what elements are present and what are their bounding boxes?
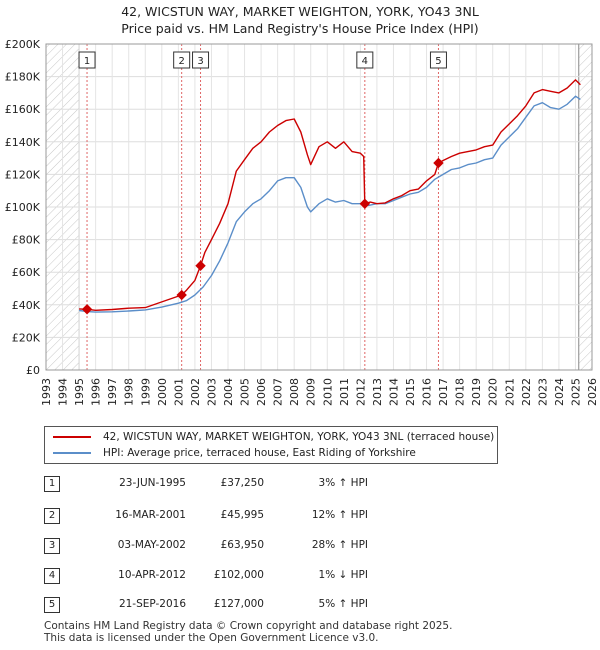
transaction-price: £45,995 [220,509,264,521]
x-tick-label: 2009 [305,378,318,406]
sale-number-label: 4 [362,56,368,67]
table-row: 1 23-JUN-1995 £37,250 3% ↑ HPI [44,476,584,494]
sale-number-box [192,51,210,69]
chart-subtitle: Price paid vs. HM Land Registry's House … [121,21,479,36]
transaction-date: 16-MAR-2001 [115,509,186,521]
x-tick-label: 2021 [503,378,516,406]
x-tick-label: 2000 [156,378,169,406]
x-tick-label: 2006 [255,378,268,406]
transaction-hpi: 28% ↑ HPI [311,539,368,551]
legend-swatch-hpi [53,452,91,454]
sale-point [195,260,206,271]
transaction-price: £127,000 [213,598,264,610]
y-tick-label: £180K [5,71,41,84]
sale-point [81,304,93,315]
sale-number-box [173,51,191,69]
x-tick-label: 2012 [354,378,367,406]
transaction-date: 21-SEP-2016 [118,598,186,610]
x-tick-label: 2025 [569,378,582,406]
table-row: 5 21-SEP-2016 £127,000 5% ↑ HPI [44,597,584,615]
y-tick-label: £0 [26,364,40,377]
sale-point [176,289,187,301]
y-tick-label: £60K [12,266,41,279]
transaction-number: 4 [44,568,60,584]
x-tick-label: 2016 [421,378,434,406]
legend-item-property: 42, WICSTUN WAY, MARKET WEIGHTON, YORK, … [53,429,494,445]
x-tick-label: 2014 [387,378,400,406]
transaction-price: £102,000 [213,569,264,581]
transaction-date: 03-MAY-2002 [117,539,186,551]
x-tick-label: 1995 [73,378,86,406]
x-tick-label: 1999 [139,378,152,406]
x-tick-label: 2003 [205,378,218,406]
transaction-hpi: 5% ↑ HPI [318,598,368,610]
y-tick-label: £100K [5,201,41,214]
x-tick-label: 2008 [288,378,301,406]
sale-number-label: 3 [197,56,203,67]
price-chart: 1 2 3 4 5 £0 £20K £40K £60K £80K £100K £120K £140K £… [5,38,599,406]
legend-item-hpi: HPI: Average price, terraced house, East… [53,445,416,461]
x-tick-label: 2018 [454,378,467,406]
y-tick-label: £40K [12,299,41,312]
table-row: 3 03-MAY-2002 £63,950 28% ↑ HPI [44,538,584,556]
transaction-hpi: 12% ↑ HPI [311,509,368,521]
y-tick-label: £80K [12,234,41,247]
chart-title: 42, WICSTUN WAY, MARKET WEIGHTON, YORK, … [121,4,479,19]
transaction-hpi: 3% ↑ HPI [318,477,368,489]
transaction-price: £63,950 [220,539,264,551]
y-tick-label: £160K [5,103,41,116]
sale-number-label: 2 [178,56,184,67]
transaction-date: 23-JUN-1995 [119,477,186,489]
x-tick-label: 2015 [404,378,417,406]
transaction-number: 2 [44,508,60,524]
x-tick-label: 2024 [553,378,566,406]
x-tick-label: 2013 [371,378,384,406]
transaction-number: 3 [44,538,60,554]
x-tick-label: 2020 [487,378,500,406]
x-tick-label: 2005 [239,378,252,406]
sale-point [433,157,444,169]
x-tick-label: 2007 [272,378,285,406]
y-tick-label: £140K [5,136,41,149]
x-tick-label: 2001 [172,378,185,406]
transaction-date: 10-APR-2012 [118,569,186,581]
x-tick-label: 2011 [338,378,351,406]
transaction-number: 5 [44,597,60,613]
sale-number-box [356,51,374,69]
y-tick-label: £120K [5,168,41,181]
x-tick-label: 2026 [586,378,599,406]
transaction-price: £37,250 [220,477,264,489]
table-row: 2 16-MAR-2001 £45,995 12% ↑ HPI [44,508,584,526]
hpi-series-line [79,95,581,313]
y-tick-label: £200K [5,38,41,51]
x-tick-label: 2017 [437,378,450,406]
x-tick-label: 2010 [321,378,334,406]
x-tick-label: 1996 [90,378,103,406]
footer-licence: This data is licensed under the Open Gov… [44,632,379,644]
legend-swatch-property [53,436,91,438]
x-tick-label: 2004 [222,378,235,406]
table-row: 4 10-APR-2012 £102,000 1% ↓ HPI [44,568,584,586]
transaction-number: 1 [44,476,60,492]
legend-label-property: 42, WICSTUN WAY, MARKET WEIGHTON, YORK, … [103,431,495,443]
sale-number-label: 5 [435,56,441,67]
sale-number-box [429,51,447,69]
x-tick-label: 2019 [470,378,483,406]
y-tick-label: £20K [12,331,41,344]
sale-number-box [78,51,96,69]
x-tick-label: 2022 [520,378,533,406]
footer-copyright: Contains HM Land Registry data © Crown c… [44,620,453,632]
sale-number-label: 1 [84,56,90,67]
x-tick-label: 1997 [106,378,119,406]
transaction-hpi: 1% ↓ HPI [318,569,368,581]
plot-frame [45,43,593,371]
x-tick-label: 2023 [536,378,549,406]
x-tick-label: 1993 [40,378,53,406]
legend-label-hpi: HPI: Average price, terraced house, East… [103,447,416,459]
x-tick-label: 2002 [189,378,202,406]
x-tick-label: 1994 [57,378,70,406]
x-tick-label: 1998 [123,378,136,406]
legend: 42, WICSTUN WAY, MARKET WEIGHTON, YORK, … [44,426,498,464]
sale-point [359,198,371,209]
